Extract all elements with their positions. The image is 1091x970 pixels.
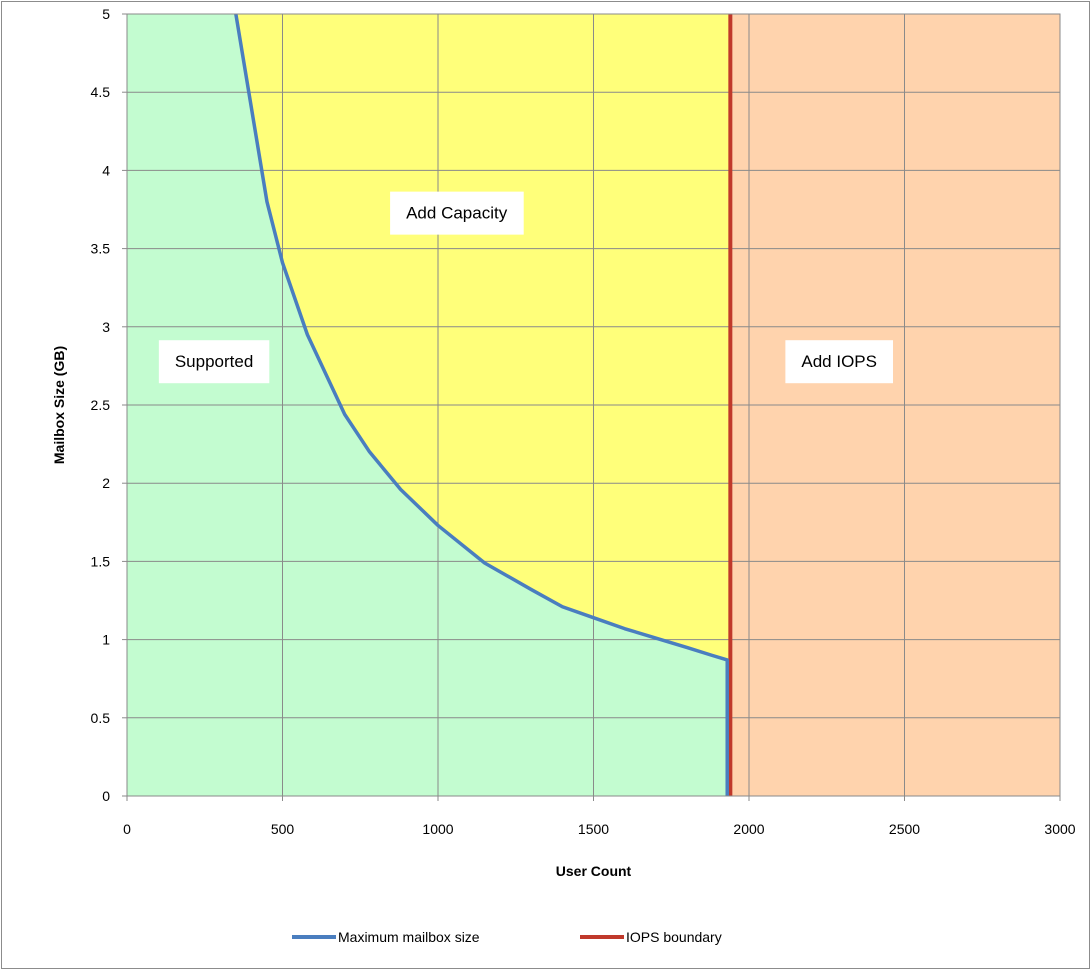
region-labels-layer: Supported Add Capacity Add IOPS — [158, 191, 893, 384]
y-tick-label: 5 — [102, 6, 110, 22]
region-label-supported: Supported — [158, 340, 270, 384]
x-tick-label: 2500 — [889, 821, 920, 837]
y-tick-label: 3.5 — [91, 241, 111, 257]
region-label-add-capacity: Add Capacity — [390, 191, 524, 235]
region-label-box — [785, 340, 893, 384]
series-maximum-mailbox-size — [234, 13, 729, 796]
plot-area-border — [126, 13, 1061, 797]
x-tick-label: 1500 — [578, 821, 609, 837]
x-tick-label: 0 — [123, 821, 131, 837]
y-tick-label: 0.5 — [91, 710, 111, 726]
legend-item-iops-boundary: IOPS boundary — [580, 929, 722, 945]
region-label-text: Add Capacity — [406, 204, 508, 223]
y-tick-label: 2.5 — [91, 397, 111, 413]
legend: Maximum mailbox size IOPS boundary — [292, 929, 722, 945]
y-tick-label: 4 — [102, 162, 110, 178]
y-tick-label: 1 — [102, 632, 110, 648]
region-label-text: Supported — [175, 352, 253, 371]
region-label-add-iops: Add IOPS — [785, 340, 893, 384]
x-tick-label: 500 — [271, 821, 295, 837]
region-label-box — [158, 340, 270, 384]
x-tick-label: 2000 — [733, 821, 764, 837]
legend-item-maximum-mailbox-size: Maximum mailbox size — [292, 929, 480, 945]
y-tick-label: 2 — [102, 475, 110, 491]
y-tick-label: 1.5 — [91, 553, 111, 569]
y-tick-label: 0 — [102, 788, 110, 804]
x-axis-title: User Count — [556, 863, 632, 879]
axes-layer: 0 500 1000 1500 2000 2500 3000 0 0.5 1 1.5 2 2.5 3 3.5… — [91, 6, 1076, 837]
series-layer — [234, 13, 733, 796]
y-tick-label: 3 — [102, 319, 110, 335]
region-label-box — [390, 191, 524, 235]
legend-label: IOPS boundary — [626, 929, 722, 945]
x-tick-label: 3000 — [1044, 821, 1075, 837]
x-tick-label: 1000 — [422, 821, 453, 837]
region-label-text: Add IOPS — [801, 352, 877, 371]
legend-label: Maximum mailbox size — [338, 929, 480, 945]
y-tick-label: 4.5 — [91, 84, 111, 100]
y-axis-title: Mailbox Size (GB) — [51, 346, 67, 464]
